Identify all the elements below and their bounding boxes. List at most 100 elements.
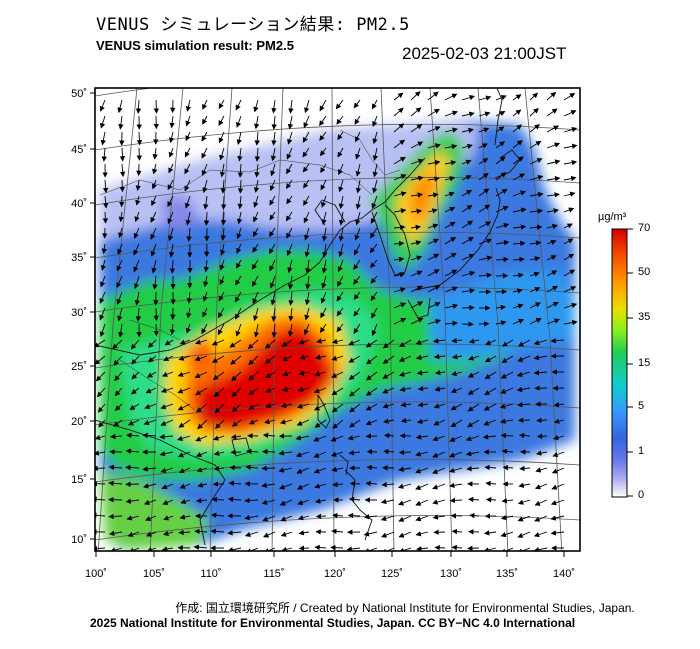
wind-arrow (517, 499, 531, 505)
wind-arrow (381, 531, 395, 538)
wind-arrow (398, 449, 412, 456)
wind-arrow (271, 115, 277, 130)
wind-arrow (461, 204, 473, 213)
wind-arrow (372, 115, 378, 127)
wind-arrow (534, 515, 548, 522)
wind-arrow (254, 163, 260, 178)
wind-arrow (495, 126, 505, 133)
wind-arrow (500, 514, 514, 521)
wind-arrow (536, 417, 548, 424)
wind-arrow (398, 499, 412, 506)
wind-arrow (449, 497, 463, 504)
wind-arrow (517, 355, 531, 362)
wind-arrow (299, 354, 310, 360)
wind-arrow (451, 544, 463, 551)
wind-arrow (495, 172, 507, 181)
wind-arrow (313, 435, 327, 442)
wind-arrow (131, 371, 140, 380)
wind-arrow (546, 142, 561, 149)
wind-arrow (321, 195, 327, 208)
wind-arrow (371, 307, 378, 319)
wind-arrow (95, 355, 106, 365)
wind-arrow (444, 303, 459, 309)
wind-arrow (410, 124, 423, 133)
wind-arrow (237, 195, 243, 210)
wind-arrow (147, 339, 157, 348)
wind-arrow (512, 190, 527, 197)
wind-arrow (263, 531, 276, 538)
wind-arrow (179, 339, 191, 345)
wind-arrow (371, 99, 378, 110)
wind-arrow (551, 467, 565, 474)
wind-arrow (468, 496, 480, 503)
wind-arrow (512, 173, 526, 181)
wind-arrow (501, 355, 514, 363)
wind-arrow (535, 467, 548, 473)
wind-arrow (415, 467, 429, 474)
wind-arrow (98, 419, 106, 428)
wind-arrow (427, 238, 439, 245)
wind-arrow (533, 531, 548, 538)
colorbar-label: 70 (638, 222, 651, 234)
wind-arrow (110, 433, 123, 440)
lat-tick-label: 15˚ (71, 474, 87, 486)
wind-arrow (563, 238, 574, 245)
wind-arrow (410, 240, 422, 246)
wind-arrow (518, 482, 531, 488)
wind-arrow (512, 224, 527, 230)
wind-arrow (427, 208, 438, 214)
wind-arrow (99, 291, 106, 304)
wind-arrow (211, 496, 225, 503)
wind-arrow (95, 480, 106, 487)
wind-arrow (218, 115, 225, 126)
wind-arrow (416, 546, 429, 551)
wind-arrow (108, 496, 123, 503)
wind-arrow (332, 481, 344, 488)
wind-arrow (298, 339, 310, 345)
wind-arrow (286, 243, 293, 257)
wind-arrow (353, 259, 361, 271)
wind-arrow (197, 482, 208, 488)
wind-arrow (512, 124, 522, 133)
wind-arrow (393, 302, 407, 309)
wind-arrow (393, 224, 406, 231)
wind-arrow (551, 483, 565, 490)
wind-arrow (495, 95, 507, 101)
wind-arrow (319, 99, 327, 112)
wind-arrow (95, 371, 106, 382)
wind-arrow (563, 191, 576, 197)
wind-arrow (348, 450, 361, 456)
wind-arrow (152, 147, 158, 160)
wind-arrow (363, 514, 378, 520)
wind-arrow (563, 302, 578, 309)
wind-arrow (461, 159, 472, 165)
wind-arrow (348, 371, 361, 380)
wind-arrow (450, 387, 463, 394)
wind-arrow (143, 499, 157, 505)
wind-arrow (135, 99, 142, 114)
wind-arrow (435, 369, 446, 376)
wind-arrow (143, 419, 157, 426)
colorbar-label: 15 (638, 357, 651, 369)
wind-arrow (99, 307, 106, 321)
wind-arrow (444, 191, 455, 197)
wind-arrow (251, 275, 259, 287)
wind-arrow (512, 94, 522, 101)
wind-arrow (220, 195, 227, 210)
wind-arrow (236, 115, 242, 128)
wind-arrow (196, 403, 208, 413)
coast-indochina (95, 419, 226, 546)
wind-arrow (180, 498, 191, 505)
wind-arrow (444, 144, 458, 150)
wind-arrow (179, 514, 191, 520)
wind-arrow (186, 307, 192, 319)
wind-arrow (546, 239, 557, 245)
wind-arrow (319, 131, 327, 141)
wind-arrow (331, 403, 344, 413)
coast-bohai (314, 199, 346, 226)
wind-arrow (529, 256, 541, 262)
wind-arrow (550, 338, 565, 344)
wind-arrow (372, 131, 378, 145)
wind-arrow (322, 243, 328, 258)
wind-arrow (400, 402, 412, 408)
